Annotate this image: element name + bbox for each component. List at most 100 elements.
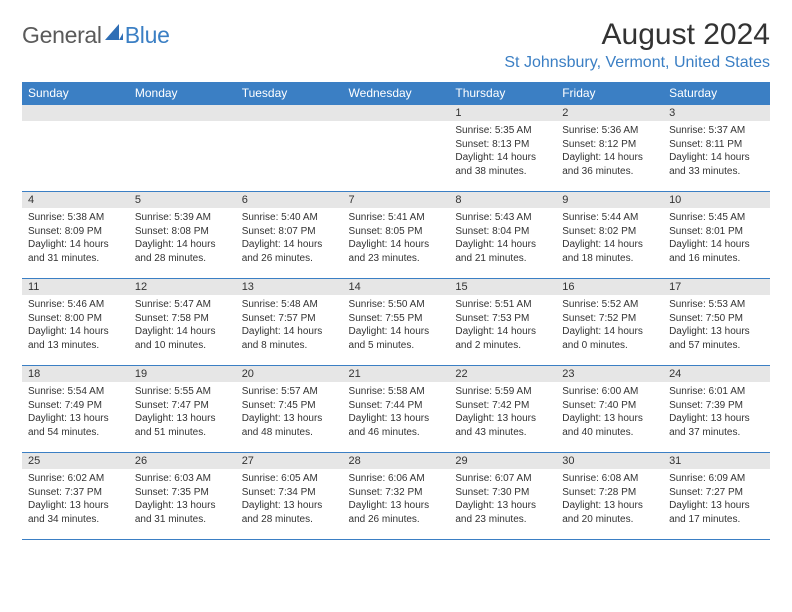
sunrise-line: Sunrise: 5:50 AM [349,298,444,312]
title-block: August 2024 St Johnsbury, Vermont, Unite… [504,18,770,76]
sunset-line: Sunset: 7:37 PM [28,486,123,500]
sunset-line: Sunset: 8:05 PM [349,225,444,239]
day-number: 25 [22,453,129,469]
daylight-line: Daylight: 14 hours and 28 minutes. [135,238,230,265]
day-details: Sunrise: 6:07 AMSunset: 7:30 PMDaylight:… [449,469,556,539]
day-number: 1 [449,105,556,121]
calendar-cell: 26Sunrise: 6:03 AMSunset: 7:35 PMDayligh… [129,453,236,540]
day-number: 31 [663,453,770,469]
day-number: 9 [556,192,663,208]
day-number: 21 [343,366,450,382]
calendar-cell [236,105,343,192]
sunset-line: Sunset: 7:57 PM [242,312,337,326]
day-details: Sunrise: 5:52 AMSunset: 7:52 PMDaylight:… [556,295,663,365]
sunset-line: Sunset: 8:08 PM [135,225,230,239]
sunrise-line: Sunrise: 5:44 AM [562,211,657,225]
day-number: 11 [22,279,129,295]
daylight-line: Daylight: 14 hours and 8 minutes. [242,325,337,352]
day-details: Sunrise: 5:37 AMSunset: 8:11 PMDaylight:… [663,121,770,191]
calendar-week-row: 4Sunrise: 5:38 AMSunset: 8:09 PMDaylight… [22,192,770,279]
sunrise-line: Sunrise: 6:06 AM [349,472,444,486]
sunrise-line: Sunrise: 6:02 AM [28,472,123,486]
day-number-empty [343,105,450,121]
calendar-cell [343,105,450,192]
daylight-line: Daylight: 13 hours and 37 minutes. [669,412,764,439]
dayname-mon: Monday [129,82,236,105]
day-details: Sunrise: 5:43 AMSunset: 8:04 PMDaylight:… [449,208,556,278]
sunrise-line: Sunrise: 6:00 AM [562,385,657,399]
calendar-cell: 5Sunrise: 5:39 AMSunset: 8:08 PMDaylight… [129,192,236,279]
daylight-line: Daylight: 13 hours and 40 minutes. [562,412,657,439]
day-details: Sunrise: 6:00 AMSunset: 7:40 PMDaylight:… [556,382,663,452]
day-details: Sunrise: 5:44 AMSunset: 8:02 PMDaylight:… [556,208,663,278]
calendar-cell: 12Sunrise: 5:47 AMSunset: 7:58 PMDayligh… [129,279,236,366]
calendar-week-row: 11Sunrise: 5:46 AMSunset: 8:00 PMDayligh… [22,279,770,366]
calendar-cell: 23Sunrise: 6:00 AMSunset: 7:40 PMDayligh… [556,366,663,453]
day-number: 10 [663,192,770,208]
sunset-line: Sunset: 7:27 PM [669,486,764,500]
calendar-cell: 6Sunrise: 5:40 AMSunset: 8:07 PMDaylight… [236,192,343,279]
dayname-wed: Wednesday [343,82,450,105]
dayname-fri: Friday [556,82,663,105]
daylight-line: Daylight: 13 hours and 46 minutes. [349,412,444,439]
sunrise-line: Sunrise: 6:09 AM [669,472,764,486]
day-details: Sunrise: 6:01 AMSunset: 7:39 PMDaylight:… [663,382,770,452]
sunset-line: Sunset: 7:44 PM [349,399,444,413]
daylight-line: Daylight: 13 hours and 20 minutes. [562,499,657,526]
daylight-line: Daylight: 13 hours and 23 minutes. [455,499,550,526]
sunrise-line: Sunrise: 5:39 AM [135,211,230,225]
calendar-cell: 8Sunrise: 5:43 AMSunset: 8:04 PMDaylight… [449,192,556,279]
sunset-line: Sunset: 7:28 PM [562,486,657,500]
day-details: Sunrise: 6:02 AMSunset: 7:37 PMDaylight:… [22,469,129,539]
calendar-cell: 25Sunrise: 6:02 AMSunset: 7:37 PMDayligh… [22,453,129,540]
calendar-table: Sunday Monday Tuesday Wednesday Thursday… [22,82,770,540]
sunset-line: Sunset: 7:42 PM [455,399,550,413]
sunrise-line: Sunrise: 6:01 AM [669,385,764,399]
day-details: Sunrise: 5:48 AMSunset: 7:57 PMDaylight:… [236,295,343,365]
day-number: 23 [556,366,663,382]
calendar-cell: 21Sunrise: 5:58 AMSunset: 7:44 PMDayligh… [343,366,450,453]
calendar-cell [22,105,129,192]
sunrise-line: Sunrise: 5:52 AM [562,298,657,312]
sunset-line: Sunset: 7:34 PM [242,486,337,500]
day-number: 2 [556,105,663,121]
sunrise-line: Sunrise: 5:47 AM [135,298,230,312]
daylight-line: Daylight: 14 hours and 0 minutes. [562,325,657,352]
day-number: 22 [449,366,556,382]
sunrise-line: Sunrise: 5:48 AM [242,298,337,312]
daylight-line: Daylight: 14 hours and 31 minutes. [28,238,123,265]
sunrise-line: Sunrise: 5:41 AM [349,211,444,225]
sunset-line: Sunset: 8:00 PM [28,312,123,326]
logo-sail-icon [104,22,124,49]
day-details: Sunrise: 5:54 AMSunset: 7:49 PMDaylight:… [22,382,129,452]
sunset-line: Sunset: 7:47 PM [135,399,230,413]
day-details-empty [236,121,343,191]
calendar-cell: 24Sunrise: 6:01 AMSunset: 7:39 PMDayligh… [663,366,770,453]
logo-text-general: General [22,22,102,49]
day-number: 13 [236,279,343,295]
sunrise-line: Sunrise: 6:03 AM [135,472,230,486]
sunset-line: Sunset: 8:12 PM [562,138,657,152]
sunset-line: Sunset: 7:49 PM [28,399,123,413]
daylight-line: Daylight: 14 hours and 23 minutes. [349,238,444,265]
logo: General Blue [22,22,170,49]
sunrise-line: Sunrise: 5:59 AM [455,385,550,399]
daylight-line: Daylight: 13 hours and 57 minutes. [669,325,764,352]
calendar-cell: 4Sunrise: 5:38 AMSunset: 8:09 PMDaylight… [22,192,129,279]
calendar-cell: 14Sunrise: 5:50 AMSunset: 7:55 PMDayligh… [343,279,450,366]
day-details: Sunrise: 6:03 AMSunset: 7:35 PMDaylight:… [129,469,236,539]
calendar-cell: 20Sunrise: 5:57 AMSunset: 7:45 PMDayligh… [236,366,343,453]
dayname-tue: Tuesday [236,82,343,105]
calendar-cell: 11Sunrise: 5:46 AMSunset: 8:00 PMDayligh… [22,279,129,366]
sunset-line: Sunset: 8:09 PM [28,225,123,239]
day-details: Sunrise: 5:53 AMSunset: 7:50 PMDaylight:… [663,295,770,365]
sunset-line: Sunset: 8:07 PM [242,225,337,239]
day-number: 30 [556,453,663,469]
calendar-cell [129,105,236,192]
sunrise-line: Sunrise: 6:07 AM [455,472,550,486]
day-details: Sunrise: 5:41 AMSunset: 8:05 PMDaylight:… [343,208,450,278]
day-details-empty [22,121,129,191]
day-number-empty [129,105,236,121]
calendar-cell: 13Sunrise: 5:48 AMSunset: 7:57 PMDayligh… [236,279,343,366]
day-details: Sunrise: 5:46 AMSunset: 8:00 PMDaylight:… [22,295,129,365]
